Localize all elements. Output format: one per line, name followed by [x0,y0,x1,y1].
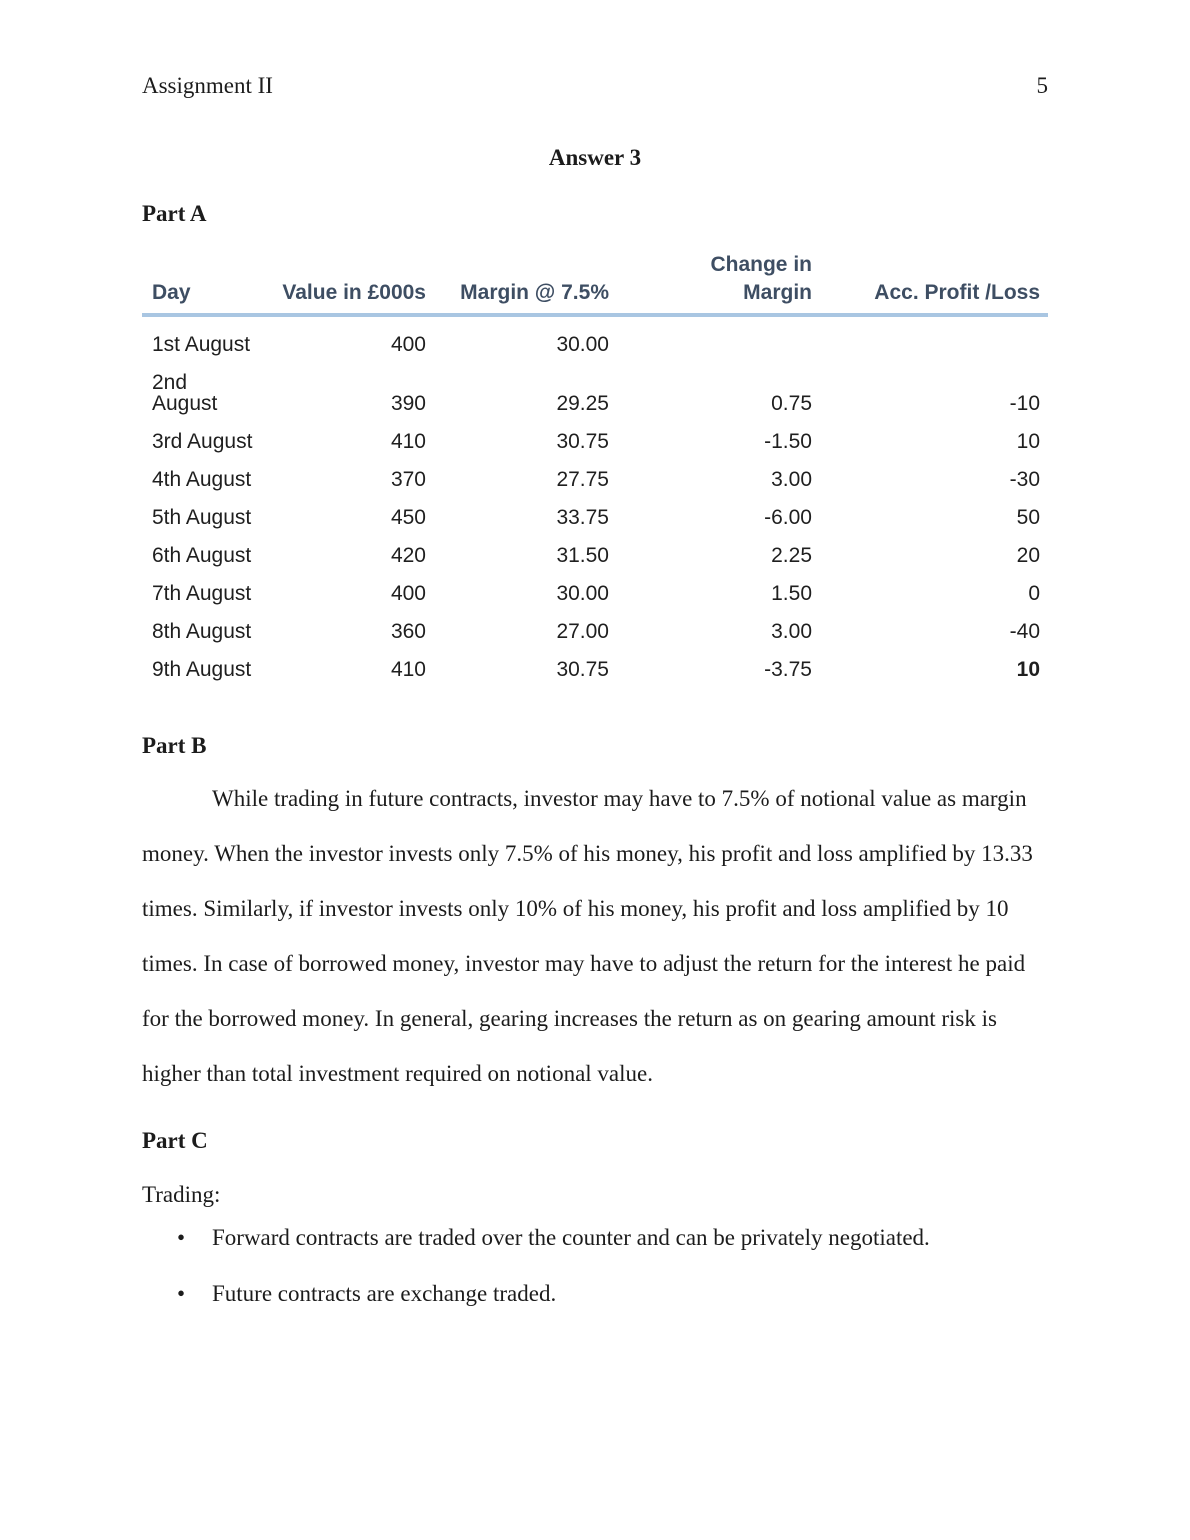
table-row: 9th August 410 30.75 -3.75 10 [142,642,1048,680]
cell-change-in-margin [609,315,812,355]
table-row: 8th August 360 27.00 3.00 -40 [142,604,1048,642]
cell-day: 1st August [152,333,251,356]
trading-bullet-item: Future contracts are exchange traded. [142,1280,1048,1307]
cell-day: 2nd August [152,371,218,415]
running-head-title: Assignment II [142,73,273,98]
cell-change-in-margin: -3.75 [764,658,812,681]
cell-acc-profit-loss: 10 [1016,430,1040,453]
col-header-change-in-margin: Change in Margin [609,251,812,317]
part-b-heading: Part B [142,733,207,758]
cell-acc-profit-loss [812,315,1048,355]
part-b-paragraph: While trading in future contracts, inves… [142,786,1033,1086]
cell-margin: 29.25 [556,392,609,415]
cell-acc-profit-loss: -10 [1009,392,1040,415]
trading-bullet-list: Forward contracts are traded over the co… [142,1224,1048,1307]
cell-acc-profit-loss: 50 [1016,506,1040,529]
table-header-row: Day Value in £000s Margin @ 7.5% Change … [142,251,1048,317]
cell-change-in-margin: 0.75 [771,392,812,415]
answer-title: Answer 3 [548,145,642,170]
col-header-acc-profit-loss: Acc. Profit /Loss [812,251,1048,317]
cell-value: 360 [390,620,426,643]
cell-value: 390 [390,392,426,415]
cell-margin: 31.50 [556,544,609,567]
cell-margin: 30.00 [556,333,609,356]
part-c-heading: Part C [142,1128,208,1153]
cell-value: 410 [390,430,426,453]
page-content: Assignment II 5 Answer 3 Part A Day Valu… [142,0,1048,1336]
table-row: 2nd August 390 29.25 0.75 -10 [142,355,1048,414]
cell-change-in-margin: -1.50 [764,430,812,453]
cell-day: 3rd August [152,430,253,453]
table-row: 7th August 400 30.00 1.50 0 [142,566,1048,604]
col-header-day: Day [142,251,272,317]
cell-margin: 33.75 [556,506,609,529]
cell-value: 370 [390,468,426,491]
table-row: 5th August 450 33.75 -6.00 50 [142,490,1048,528]
table-row: 3rd August 410 30.75 -1.50 10 [142,414,1048,452]
cell-day: 4th August [152,468,252,491]
part-a-heading: Part A [142,201,207,226]
cell-acc-profit-loss: 0 [1028,582,1040,605]
page-number: 5 [1036,73,1049,98]
table-row: 4th August 370 27.75 3.00 -30 [142,452,1048,490]
cell-change-in-margin: 2.25 [771,544,812,567]
col-header-margin: Margin @ 7.5% [426,251,609,317]
cell-change-in-margin: 3.00 [771,468,812,491]
cell-value: 420 [390,544,426,567]
cell-margin: 30.00 [556,582,609,605]
cell-acc-profit-loss: -30 [1009,468,1040,491]
cell-value: 450 [390,506,426,529]
cell-value: 400 [390,333,426,356]
cell-day: 5th August [152,506,252,529]
cell-acc-profit-loss: 20 [1016,544,1040,567]
cell-change-in-margin: -6.00 [764,506,812,529]
cell-day: 6th August [152,544,252,567]
cell-margin: 30.75 [556,658,609,681]
cell-day: 7th August [152,582,252,605]
cell-margin: 27.75 [556,468,609,491]
cell-acc-profit-loss: 10 [1016,658,1040,681]
trading-bullet-item: Forward contracts are traded over the co… [142,1224,1048,1251]
cell-value: 400 [390,582,426,605]
margin-table: Day Value in £000s Margin @ 7.5% Change … [142,251,1048,680]
table-row: 1st August 400 30.00 [142,315,1048,355]
cell-change-in-margin: 1.50 [771,582,812,605]
cell-value: 410 [390,658,426,681]
table-row: 6th August 420 31.50 2.25 20 [142,528,1048,566]
cell-day: 9th August [152,658,252,681]
trading-intro: Trading: [142,1182,221,1207]
cell-day: 8th August [152,620,252,643]
col-header-value: Value in £000s [272,251,426,317]
cell-change-in-margin: 3.00 [771,620,812,643]
cell-acc-profit-loss: -40 [1009,620,1040,643]
cell-margin: 30.75 [556,430,609,453]
running-head: Assignment II 5 [142,0,1048,99]
cell-margin: 27.00 [556,620,609,643]
